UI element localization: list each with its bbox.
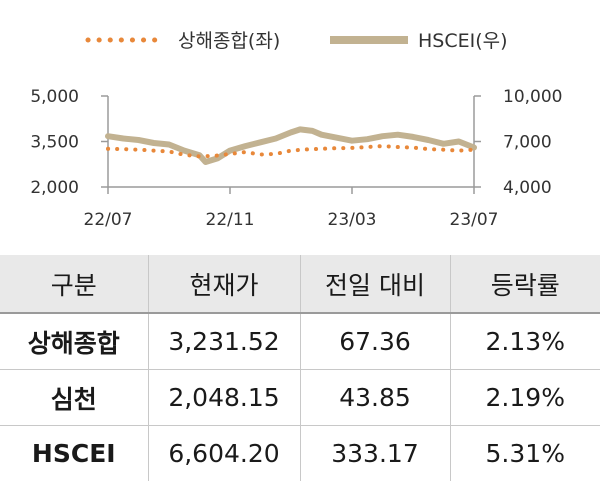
right-tick-label: 4,000 bbox=[503, 178, 552, 198]
change-cell: 43.85 bbox=[300, 370, 450, 426]
header-change: 전일 대비 bbox=[300, 255, 450, 313]
chart-series bbox=[108, 129, 474, 162]
change-cell: 67.36 bbox=[300, 313, 450, 370]
left-tick-label: 5,000 bbox=[30, 87, 79, 107]
row-name: HSCEI bbox=[0, 426, 148, 481]
table-row: 상해종합 3,231.52 67.36 2.13% bbox=[0, 313, 600, 370]
x-tick-label: 22/11 bbox=[206, 210, 255, 230]
index-quote-table: 구분 현재가 전일 대비 등락률 상해종합 3,231.52 67.36 2.1… bbox=[0, 255, 600, 481]
chart-legend: 상해종합(좌) HSCEI(우) bbox=[88, 30, 508, 52]
index-line-chart: 상해종합(좌) HSCEI(우) 2,000 3,500 5,000 4,000 7,0… bbox=[0, 0, 600, 250]
change-rate-cell: 5.31% bbox=[450, 426, 600, 481]
x-tick-label: 22/07 bbox=[84, 210, 133, 230]
x-tick-label: 23/07 bbox=[450, 210, 499, 230]
right-tick-label: 7,000 bbox=[503, 133, 552, 153]
change-rate-cell: 2.19% bbox=[450, 370, 600, 426]
series-line-hscei bbox=[108, 129, 474, 162]
header-current-price: 현재가 bbox=[148, 255, 300, 313]
current-price-cell: 3,231.52 bbox=[148, 313, 300, 370]
row-name: 상해종합 bbox=[0, 313, 148, 370]
series-line-shanghai bbox=[108, 146, 474, 156]
table-header-row: 구분 현재가 전일 대비 등락률 bbox=[0, 255, 600, 313]
header-change-rate: 등락률 bbox=[450, 255, 600, 313]
left-tick-label: 3,500 bbox=[30, 133, 79, 153]
current-price-cell: 6,604.20 bbox=[148, 426, 300, 481]
chart-axes: 2,000 3,500 5,000 4,000 7,000 10,000 22/07 22/1… bbox=[30, 87, 562, 230]
header-category: 구분 bbox=[0, 255, 148, 313]
x-tick-label: 23/03 bbox=[328, 210, 377, 230]
change-rate-cell: 2.13% bbox=[450, 313, 600, 370]
left-tick-label: 2,000 bbox=[30, 178, 79, 198]
table-row: 심천 2,048.15 43.85 2.19% bbox=[0, 370, 600, 426]
current-price-cell: 2,048.15 bbox=[148, 370, 300, 426]
legend-label-hscei: HSCEI(우) bbox=[418, 30, 508, 52]
row-name: 심천 bbox=[0, 370, 148, 426]
change-cell: 333.17 bbox=[300, 426, 450, 481]
right-tick-label: 10,000 bbox=[503, 87, 562, 107]
legend-label-shanghai: 상해종합(좌) bbox=[178, 30, 280, 52]
table-row: HSCEI 6,604.20 333.17 5.31% bbox=[0, 426, 600, 481]
